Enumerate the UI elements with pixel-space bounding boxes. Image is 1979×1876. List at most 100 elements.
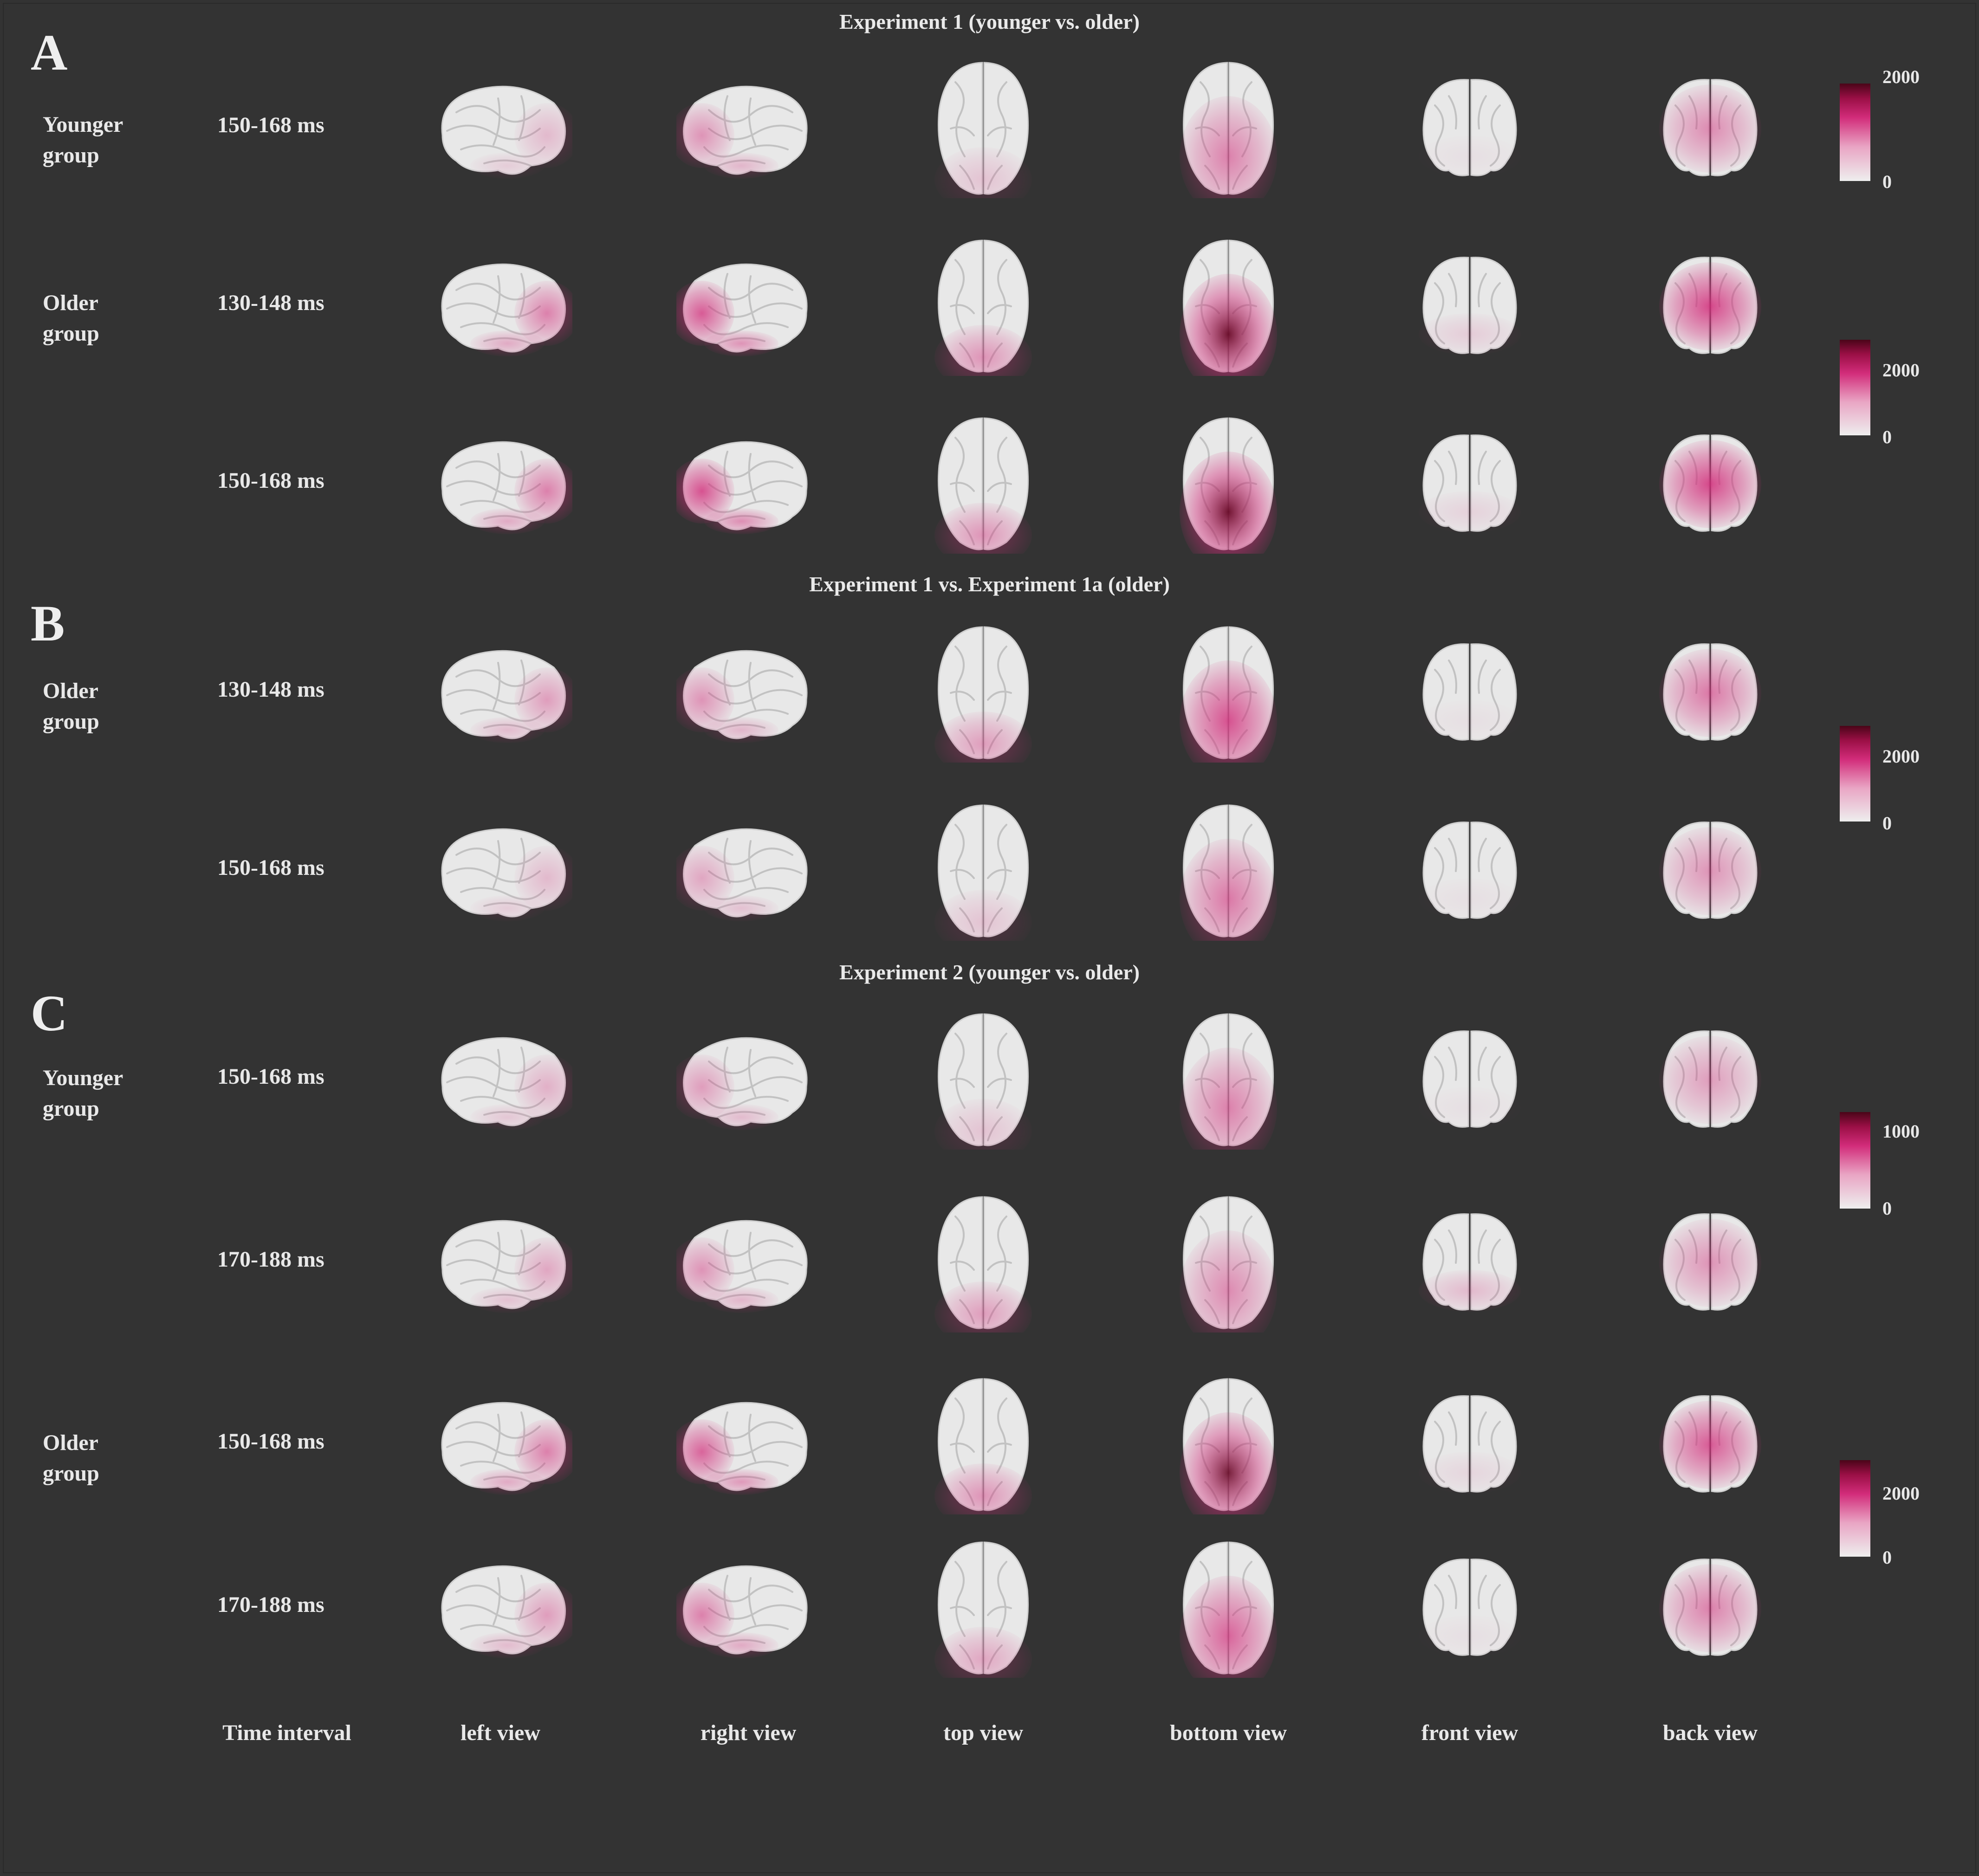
brain-back-view [1659, 643, 1761, 741]
brain-left-view [441, 85, 572, 179]
panel-c-title: Experiment 2 (younger vs. older) [839, 960, 1140, 984]
brain-back-view [1659, 1213, 1761, 1311]
colorbar-gradient [1840, 726, 1870, 822]
brain-right-view [676, 263, 808, 356]
brain-bottom-view [1180, 626, 1277, 763]
group-label: Younger group [43, 110, 182, 171]
brain-bottom-view [1180, 1196, 1277, 1333]
brain-top-view [934, 1013, 1032, 1150]
colorbar-max-label: 2000 [1882, 66, 1920, 87]
panel-a-letter: A [31, 24, 68, 81]
view-label-right: right view [700, 1721, 797, 1745]
brain-top-view [934, 626, 1032, 763]
group-label-line: Younger [43, 112, 123, 137]
brain-bottom-view [1180, 1378, 1277, 1514]
group-label-line: group [43, 1096, 99, 1121]
brain-back-view [1659, 434, 1761, 532]
brain-back-view [1659, 1559, 1761, 1656]
colorbar-min-label: 0 [1882, 171, 1892, 192]
brain-right-view [676, 85, 808, 179]
brain-back-view [1659, 1030, 1761, 1128]
time-interval-label: 130-148 ms [217, 291, 324, 315]
colorbar-gradient [1840, 1112, 1870, 1209]
brain-front-view [1419, 1559, 1521, 1657]
panel-b-letter: B [31, 595, 65, 652]
brain-top-view [934, 1378, 1032, 1514]
group-label-line: Younger [43, 1066, 123, 1090]
colorbar-max-label: 2000 [1882, 1483, 1920, 1504]
brain-left-view [441, 828, 572, 921]
colorbar: 2000 0 [1840, 340, 1920, 447]
brain-front-view [1419, 822, 1521, 920]
brain-front-view [1419, 1213, 1521, 1312]
brain-front-view [1419, 434, 1521, 533]
brain-right-view [676, 1220, 808, 1313]
brain-top-view [934, 417, 1032, 554]
brain-back-view [1659, 79, 1761, 176]
brain-top-view [934, 1541, 1032, 1678]
brain-right-view [676, 441, 808, 534]
brain-left-view [441, 1037, 572, 1130]
time-interval-label: 150-168 ms [217, 855, 324, 880]
panel-a-title: Experiment 1 (younger vs. older) [839, 10, 1140, 33]
brain-top-view [934, 239, 1032, 376]
group-label-line: group [43, 1461, 99, 1486]
panel-c-letter: C [31, 985, 68, 1042]
colorbar-min-label: 0 [1882, 1547, 1892, 1568]
view-label-back: back view [1663, 1721, 1758, 1745]
brain-bottom-view [1180, 62, 1277, 198]
colorbar-gradient [1840, 84, 1870, 181]
colorbar-gradient [1840, 340, 1870, 435]
brain-left-view [441, 263, 572, 356]
time-interval-label: 150-168 ms [217, 1429, 324, 1454]
view-label-bottom: bottom view [1170, 1721, 1287, 1745]
brain-top-view [934, 1196, 1032, 1333]
time-interval-label: 170-188 ms [217, 1247, 324, 1272]
view-label-top: top view [943, 1721, 1023, 1745]
colorbar-max-label: 2000 [1882, 360, 1920, 381]
brain-top-view [934, 62, 1032, 198]
brain-front-view [1419, 643, 1521, 742]
group-label: Older group [43, 676, 182, 737]
colorbar-max-label: 2000 [1882, 746, 1920, 767]
brain-right-view [676, 1402, 808, 1495]
brain-front-view [1419, 79, 1521, 177]
time-interval-header: Time interval [222, 1721, 351, 1745]
view-label-front: front view [1421, 1721, 1518, 1745]
group-label-line: Older [43, 291, 98, 315]
brain-left-view [441, 1220, 572, 1313]
time-interval-label: 150-168 ms [217, 113, 324, 137]
brain-right-view [676, 828, 808, 921]
figure-frame [3, 3, 1976, 1873]
brain-right-view [676, 650, 808, 743]
colorbar: 1000 0 [1840, 1112, 1920, 1219]
panel-b-title: Experiment 1 vs. Experiment 1a (older) [809, 572, 1170, 596]
brain-front-view [1419, 1030, 1521, 1129]
brain-front-view [1419, 257, 1521, 355]
brain-bottom-view [1180, 1013, 1277, 1150]
time-interval-label: 150-168 ms [217, 468, 324, 493]
brain-bottom-view [1180, 804, 1277, 941]
group-label: Older group [43, 1428, 182, 1489]
group-label-line: group [43, 321, 99, 346]
brain-left-view [441, 1402, 572, 1495]
time-interval-label: 130-148 ms [217, 677, 324, 702]
time-interval-label: 170-188 ms [217, 1592, 324, 1617]
brain-left-view [441, 650, 572, 743]
brain-left-view [441, 1565, 572, 1658]
colorbar-min-label: 0 [1882, 427, 1892, 447]
group-label-line: group [43, 143, 99, 168]
colorbar: 2000 0 [1840, 726, 1920, 834]
colorbar-min-label: 0 [1882, 813, 1892, 834]
brain-back-view [1659, 257, 1761, 354]
brain-bottom-view [1180, 239, 1277, 376]
colorbar-min-label: 0 [1882, 1198, 1892, 1219]
group-label-line: group [43, 709, 99, 734]
group-label: Older group [43, 288, 182, 349]
colorbar: 2000 0 [1840, 1460, 1920, 1568]
brain-bottom-view [1180, 417, 1277, 554]
brain-back-view [1659, 822, 1761, 919]
brain-top-view [934, 804, 1032, 941]
brain-right-view [676, 1037, 808, 1130]
